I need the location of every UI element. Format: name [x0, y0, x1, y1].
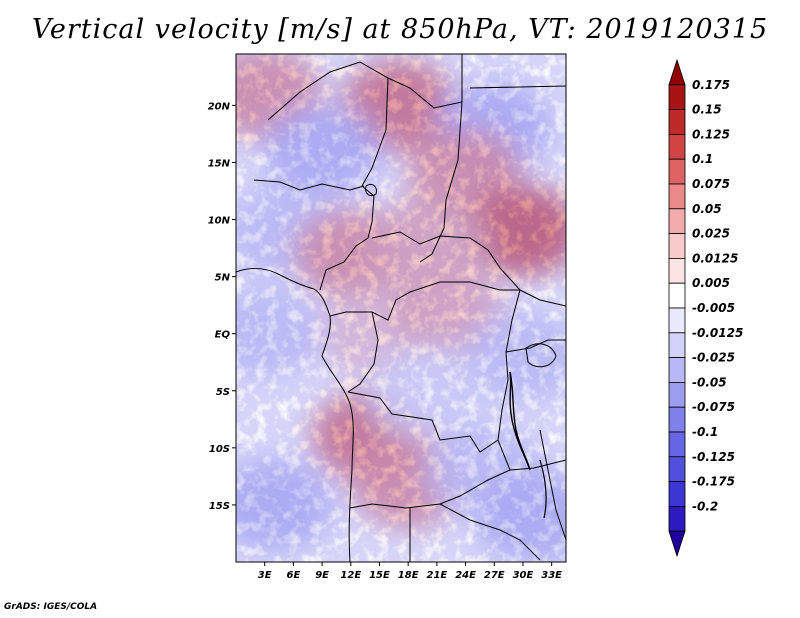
colorbar-swatch [668, 257, 686, 284]
colorbar-label: -0.05 [692, 375, 727, 389]
map-frame [235, 53, 567, 563]
colorbar-top-arrow [668, 58, 686, 86]
colorbar-swatch [668, 233, 686, 259]
colorbar-label: 0.05 [692, 202, 722, 216]
border-drc-angola [347, 391, 499, 453]
x-tick-label: 24E [455, 570, 476, 581]
colorbar-swatch [668, 133, 686, 160]
border-north-2 [361, 77, 389, 223]
colorbar-swatch [668, 282, 686, 309]
colorbar-label: -0.075 [692, 400, 735, 414]
border-chad-sudan [419, 101, 463, 263]
colorbar-swatch [668, 183, 686, 210]
border-south-zambia [439, 503, 541, 561]
colorbar-swatch [668, 84, 686, 111]
lake-tanganyika [509, 371, 531, 471]
colorbar-swatch [668, 505, 686, 532]
x-tick-label: 15E [369, 570, 390, 581]
colorbar-label: 0.075 [692, 177, 730, 191]
y-tick-label: 10N [208, 216, 231, 227]
y-tick-label: 20N [208, 101, 231, 112]
grads-credit: GrADS: IGES/COLA [4, 602, 98, 612]
country-borders [236, 54, 566, 562]
colorbar-label: 0.025 [692, 227, 730, 241]
velocity-field [236, 54, 566, 562]
colorbar-label: -0.2 [692, 499, 718, 513]
x-tick-label: 3E [258, 570, 272, 581]
chart-title: Vertical velocity [m/s] at 850hPa, VT: 2… [31, 14, 769, 45]
lake-malawi [539, 459, 547, 519]
y-tick-label: EQ [215, 330, 231, 341]
x-tick-label: 6E [286, 570, 300, 581]
field-texture [236, 54, 566, 562]
x-tick-label: 12E [340, 570, 361, 581]
x-tick-label: 33E [541, 570, 562, 581]
border-east-4 [539, 429, 566, 541]
y-tick-label: 5N [215, 273, 231, 284]
lake-chad [365, 183, 377, 197]
colorbar-swatch [668, 208, 686, 235]
colorbar-label: -0.025 [692, 351, 735, 365]
x-tick-label: 18E [398, 570, 419, 581]
y-tick-label: 10S [209, 444, 230, 455]
colorbar-label: -0.0125 [692, 326, 743, 340]
colorbar-label: 0.1 [692, 152, 713, 166]
x-axis: 3E 6E 9E 12E 15E 18E 21E 24E 27E 30E 33E [258, 562, 562, 581]
border-car [371, 231, 521, 291]
border-east-2 [519, 289, 566, 307]
colorbar-label: -0.1 [692, 425, 718, 439]
colorbar-swatch [668, 406, 686, 433]
border-east-1 [469, 85, 566, 89]
border-niger-nigeria [253, 179, 365, 191]
colorbar-label: -0.125 [692, 450, 735, 464]
border-cameroon-south [329, 281, 520, 321]
colorbar: 0.175 0.15 0.125 0.1 0.075 0.05 0.025 0.0125 0.0… [668, 58, 743, 558]
colorbar-swatch [668, 307, 686, 334]
y-tick-label: 15N [208, 158, 231, 169]
x-tick-label: 30E [513, 570, 534, 581]
colorbar-swatch [668, 381, 686, 408]
y-tick-label: 5S [216, 387, 230, 398]
colorbar-swatch [668, 158, 686, 185]
coastline-west-africa [236, 268, 354, 562]
y-axis: 20N 15N 10N 5N EQ 5S 10S 15S [208, 101, 236, 512]
map-plot-area [235, 53, 567, 563]
lake-victoria [525, 343, 557, 368]
colorbar-label: 0.125 [692, 127, 730, 141]
colorbar-label: 0.005 [692, 276, 730, 290]
border-congo [347, 311, 379, 393]
colorbar-bottom-arrow [668, 530, 686, 558]
y-tick-label: 15S [209, 501, 230, 512]
colorbar-swatch [668, 431, 686, 458]
colorbar-label: -0.005 [692, 301, 735, 315]
colorbar-swatch [668, 456, 686, 482]
colorbar-swatch [668, 357, 686, 383]
colorbar-label: -0.175 [692, 475, 735, 489]
x-tick-label: 21E [426, 570, 447, 581]
colorbar-swatch [668, 332, 686, 358]
colorbar-label: 0.0125 [692, 251, 738, 265]
x-tick-label: 27E [484, 570, 505, 581]
colorbar-label: 0.175 [692, 78, 730, 92]
x-tick-label: 9E [315, 570, 329, 581]
colorbar-label: 0.15 [692, 103, 722, 117]
border-nigeria-cameroon [319, 221, 373, 291]
border-angola-south [349, 459, 566, 509]
colorbar-swatch [668, 481, 686, 507]
colorbar-swatch [668, 109, 686, 135]
